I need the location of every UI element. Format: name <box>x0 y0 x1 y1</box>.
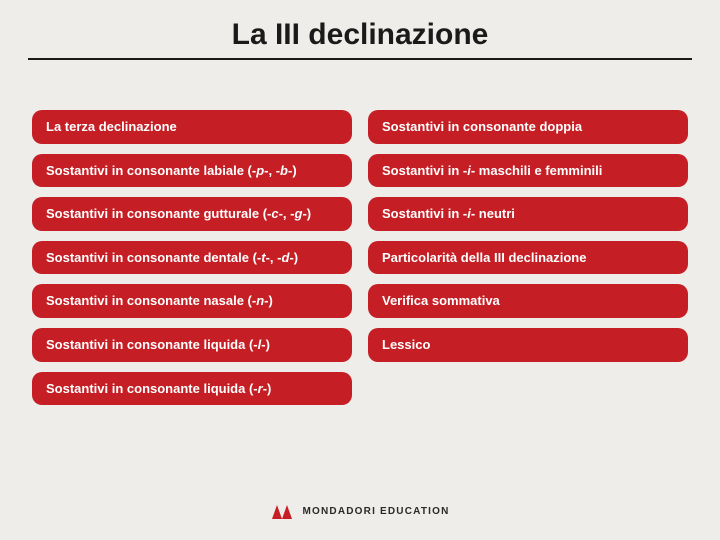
menu-button[interactable]: Lessico <box>368 328 688 362</box>
brand-logo-text: MONDADORI EDUCATION <box>302 506 449 517</box>
menu-button[interactable]: Sostantivi in -i- neutri <box>368 197 688 231</box>
menu-button[interactable]: Sostantivi in consonante nasale (-n-) <box>32 284 352 318</box>
menu-button[interactable]: Sostantivi in consonante liquida (-l-) <box>32 328 352 362</box>
menu-button[interactable]: Sostantivi in consonante labiale (-p-, -… <box>32 154 352 188</box>
page-title: La III declinazione <box>232 18 489 58</box>
menu-button[interactable]: La terza declinazione <box>32 110 352 144</box>
menu-grid: La terza declinazione Sostantivi in conso… <box>0 60 720 405</box>
menu-button[interactable]: Sostantivi in consonante gutturale (-c-,… <box>32 197 352 231</box>
menu-button[interactable]: Sostantivi in consonante dentale (-t-, -… <box>32 241 352 275</box>
menu-button[interactable]: Verifica sommativa <box>368 284 688 318</box>
brand-logo-icon <box>270 502 294 520</box>
menu-button[interactable]: Particolarità della III declinazione <box>368 241 688 275</box>
menu-button[interactable]: Sostantivi in consonante doppia <box>368 110 688 144</box>
menu-column-left: La terza declinazione Sostantivi in conso… <box>32 110 352 405</box>
footer: MONDADORI EDUCATION <box>0 502 720 520</box>
menu-button[interactable]: Sostantivi in -i- maschili e femminili <box>368 154 688 188</box>
slide-header: La III declinazione <box>0 0 720 58</box>
menu-column-right: Sostantivi in consonante doppia Sostantiv… <box>368 110 688 405</box>
menu-button[interactable]: Sostantivi in consonante liquida (-r-) <box>32 372 352 406</box>
